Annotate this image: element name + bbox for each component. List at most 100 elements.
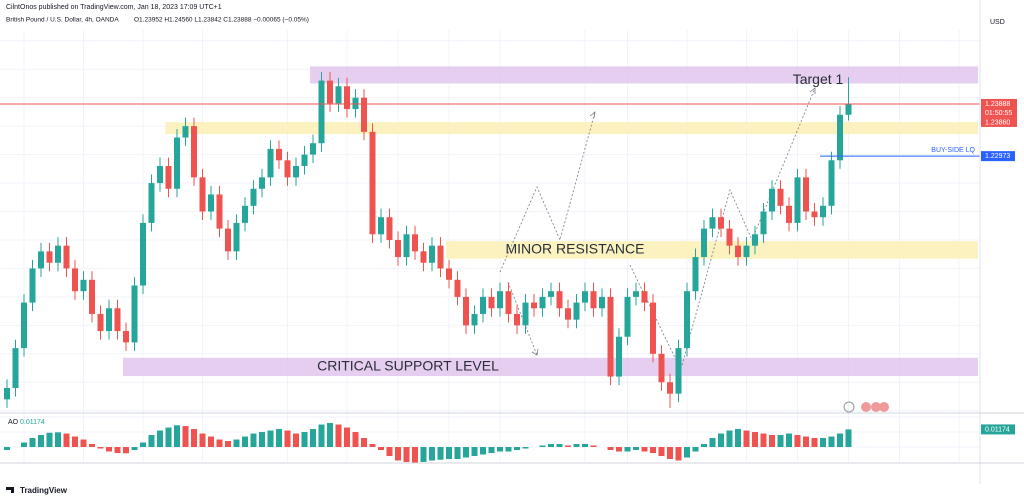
candle-body xyxy=(429,245,435,263)
ao-bar xyxy=(97,447,104,449)
candle-body xyxy=(446,268,452,280)
candle-body xyxy=(259,177,265,189)
candle-body xyxy=(395,239,401,258)
ao-bar xyxy=(684,447,690,458)
ao-bar xyxy=(301,432,308,448)
ao-bar xyxy=(131,447,138,451)
icon xyxy=(879,402,889,412)
indicator-title: AO xyxy=(8,419,19,426)
ao-bar xyxy=(650,447,656,454)
zone xyxy=(123,357,978,377)
candle-body xyxy=(250,188,257,206)
candle-body xyxy=(701,228,707,258)
candle-body xyxy=(803,177,809,212)
candle-body xyxy=(344,86,350,110)
ao-bar xyxy=(276,429,282,448)
candle-body xyxy=(599,296,605,309)
ao-bar xyxy=(208,436,214,448)
candle-body xyxy=(641,291,648,303)
zone xyxy=(446,241,978,259)
arrow-head xyxy=(809,87,816,94)
ao-bar xyxy=(429,447,435,461)
ao-bar xyxy=(378,447,384,451)
ao-bar xyxy=(106,447,112,452)
candle-body xyxy=(743,245,750,258)
ao-bar xyxy=(794,435,801,448)
bid-label: 1.23860 xyxy=(985,119,1010,126)
candle-body xyxy=(293,165,299,178)
candle-body xyxy=(403,234,410,258)
ao-bar xyxy=(624,447,631,452)
ao-bar xyxy=(514,447,520,451)
candle-body xyxy=(650,302,656,354)
ao-bar xyxy=(369,444,376,448)
candle-body xyxy=(114,308,121,332)
logo-icon xyxy=(6,487,14,493)
marks-layer xyxy=(0,72,980,463)
candle-body xyxy=(301,154,308,166)
ao-bar xyxy=(225,441,231,448)
level-price-box xyxy=(981,151,1015,162)
candle-body xyxy=(182,126,189,138)
candle-body xyxy=(216,194,223,229)
candle-body xyxy=(123,331,129,343)
ao-bar xyxy=(616,447,622,452)
ao-bar xyxy=(607,447,614,451)
ao-bar xyxy=(318,424,325,448)
candle-body xyxy=(165,165,172,189)
ao-bar xyxy=(709,438,716,448)
candle-body xyxy=(233,222,240,252)
text-layer: CilntOnos published on TradingView.com, … xyxy=(6,4,1017,495)
ao-bar xyxy=(412,447,418,463)
ao-bar xyxy=(250,433,257,448)
candle-body xyxy=(667,382,673,394)
candle-body xyxy=(267,148,274,178)
candle-body xyxy=(148,183,155,223)
ao-bar xyxy=(675,447,682,461)
candle-body xyxy=(488,296,495,309)
last-price-label: 1.23888 xyxy=(985,101,1010,108)
level-price-label: 1.22973 xyxy=(985,153,1010,160)
ao-bar xyxy=(565,445,571,448)
candle-body xyxy=(548,291,554,297)
candle-body xyxy=(318,80,325,144)
ao-bar xyxy=(242,436,248,448)
ao-bar xyxy=(556,444,563,448)
candle-body xyxy=(454,279,461,297)
candle-body xyxy=(505,291,512,314)
icon xyxy=(843,401,855,413)
chart-icons xyxy=(843,401,889,413)
ao-bar xyxy=(845,429,852,448)
candle-body xyxy=(131,285,138,343)
candle-body xyxy=(845,103,852,115)
ao-bar xyxy=(123,447,129,454)
ao-bar xyxy=(437,447,444,460)
candle-body xyxy=(522,302,529,326)
ao-bar xyxy=(548,444,554,448)
ao-bar xyxy=(497,447,503,452)
ao-bar xyxy=(89,444,95,448)
ao-bar xyxy=(667,447,673,460)
candle-body xyxy=(29,268,36,303)
ao-bar xyxy=(233,439,240,448)
candle-body xyxy=(157,165,163,184)
candle-body xyxy=(675,348,682,394)
zone-label: Target 1 xyxy=(793,71,844,87)
currency: USD xyxy=(990,19,1005,26)
ao-bar xyxy=(539,445,546,448)
candle-body xyxy=(89,279,95,314)
ao-bar xyxy=(165,427,172,448)
ao-bar xyxy=(182,426,189,448)
ao-bar xyxy=(718,433,724,448)
candle-body xyxy=(284,160,291,178)
candle-body xyxy=(361,97,367,132)
ao-bar xyxy=(446,447,452,460)
candle-body xyxy=(191,126,197,178)
ao-bar xyxy=(420,447,427,462)
ao-bar xyxy=(386,447,393,457)
candle-body xyxy=(97,313,104,332)
candle-body xyxy=(327,80,333,104)
ao-bar xyxy=(658,447,665,457)
ohlc: O1.23952 H1.24560 L1.23842 C1.23888 −0.0… xyxy=(134,17,309,24)
arrow-head xyxy=(531,348,539,356)
